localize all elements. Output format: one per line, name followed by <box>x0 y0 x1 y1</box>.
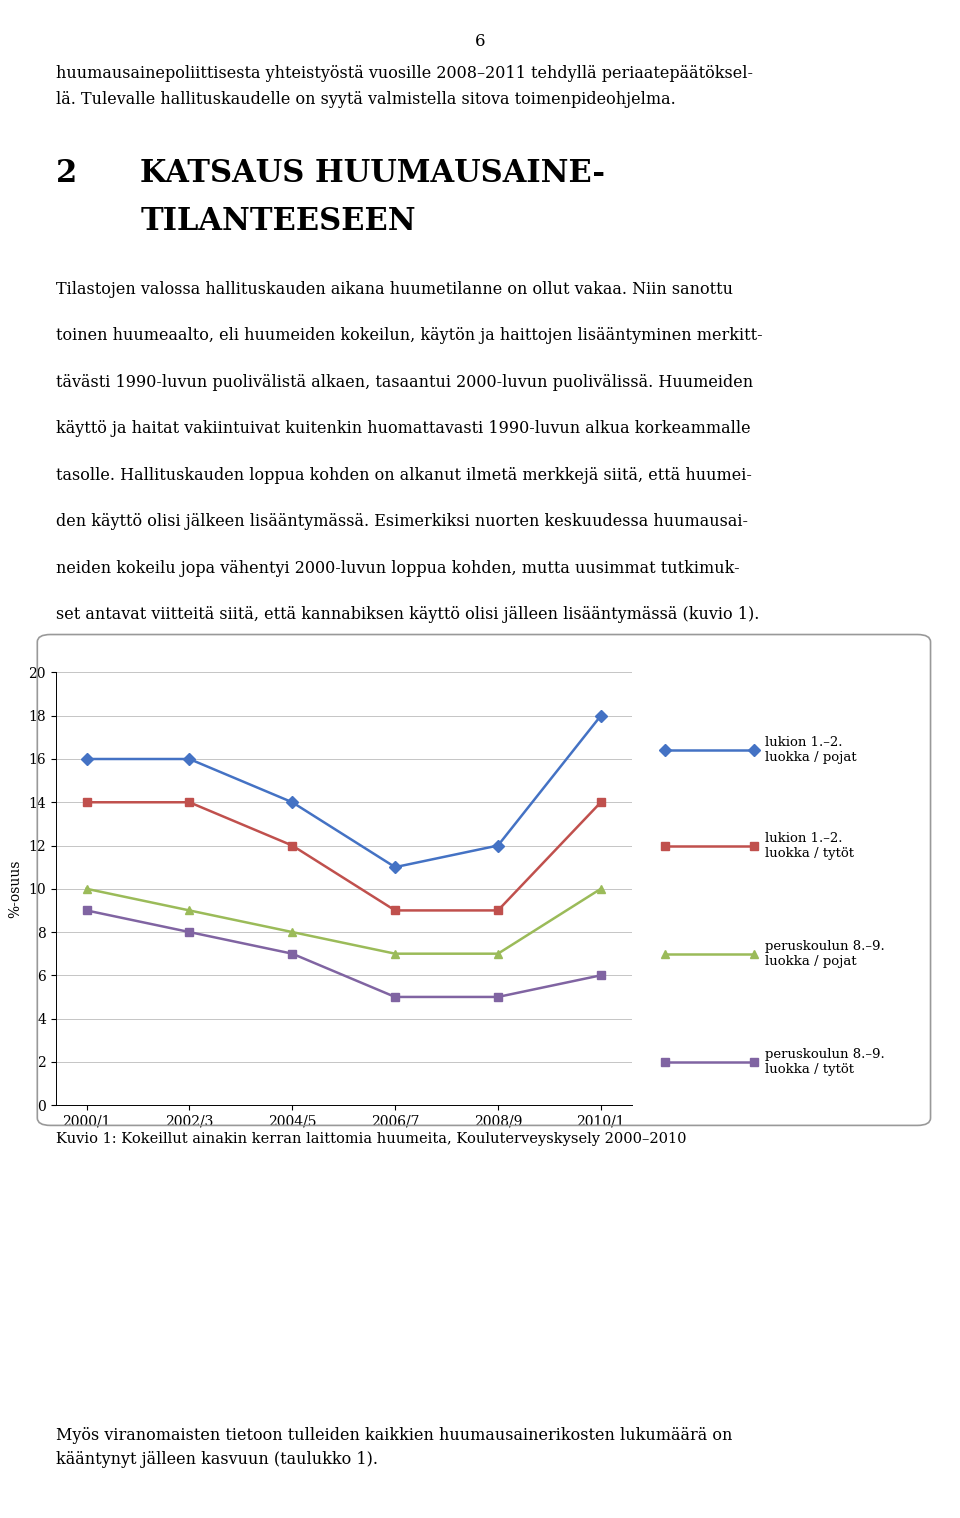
Text: 6: 6 <box>475 33 485 50</box>
Text: lukion 1.–2.
luokka / pojat: lukion 1.–2. luokka / pojat <box>765 736 857 765</box>
Text: Tilastojen valossa hallituskauden aikana huumetilanne on ollut vakaa. Niin sanot: Tilastojen valossa hallituskauden aikana… <box>56 281 732 298</box>
Text: Kuvio 1: Kokeillut ainakin kerran laittomia huumeita, Kouluterveyskysely 2000–20: Kuvio 1: Kokeillut ainakin kerran laitto… <box>56 1132 686 1146</box>
Text: Myös viranomaisten tietoon tulleiden kaikkien huumausainerikosten lukumäärä on: Myös viranomaisten tietoon tulleiden kai… <box>56 1427 732 1444</box>
Text: kääntynyt jälleen kasvuun (taulukko 1).: kääntynyt jälleen kasvuun (taulukko 1). <box>56 1451 377 1468</box>
Text: peruskoulun 8.–9.
luokka / pojat: peruskoulun 8.–9. luokka / pojat <box>765 940 885 967</box>
Text: huumausainepoliittisesta yhteistyöstä vuosille 2008–2011 tehdyllä periaatepäätök: huumausainepoliittisesta yhteistyöstä vu… <box>56 65 753 82</box>
Text: toinen huumeaalto, eli huumeiden kokeilun, käytön ja haittojen lisääntyminen mer: toinen huumeaalto, eli huumeiden kokeilu… <box>56 328 762 345</box>
Text: den käyttö olisi jälkeen lisääntymässä. Esimerkiksi nuorten keskuudessa huumausa: den käyttö olisi jälkeen lisääntymässä. … <box>56 513 748 530</box>
Text: set antavat viitteitä siitä, että kannabiksen käyttö olisi jälleen lisääntymässä: set antavat viitteitä siitä, että kannab… <box>56 606 759 624</box>
Text: KATSAUS HUUMAUSAINE-: KATSAUS HUUMAUSAINE- <box>140 158 605 188</box>
Text: peruskoulun 8.–9.
luokka / tytöt: peruskoulun 8.–9. luokka / tytöt <box>765 1047 885 1076</box>
Text: lukion 1.–2.
luokka / tytöt: lukion 1.–2. luokka / tytöt <box>765 832 854 859</box>
Text: TILANTEESEEN: TILANTEESEEN <box>140 206 416 237</box>
Text: neiden kokeilu jopa vähentyi 2000-luvun loppua kohden, mutta uusimmat tutkimuk-: neiden kokeilu jopa vähentyi 2000-luvun … <box>56 560 739 577</box>
Text: tasolle. Hallituskauden loppua kohden on alkanut ilmetä merkkejä siitä, että huu: tasolle. Hallituskauden loppua kohden on… <box>56 468 752 484</box>
Text: 2: 2 <box>56 158 77 188</box>
Text: lä. Tulevalle hallituskaudelle on syytä valmistella sitova toimenpideohjelma.: lä. Tulevalle hallituskaudelle on syytä … <box>56 91 676 108</box>
Text: käyttö ja haitat vakiintuivat kuitenkin huomattavasti 1990-luvun alkua korkeamma: käyttö ja haitat vakiintuivat kuitenkin … <box>56 420 751 437</box>
Text: tävästi 1990-luvun puolivälistä alkaen, tasaantui 2000-luvun puolivälissä. Huume: tävästi 1990-luvun puolivälistä alkaen, … <box>56 373 753 390</box>
Y-axis label: %-osuus: %-osuus <box>9 859 23 918</box>
